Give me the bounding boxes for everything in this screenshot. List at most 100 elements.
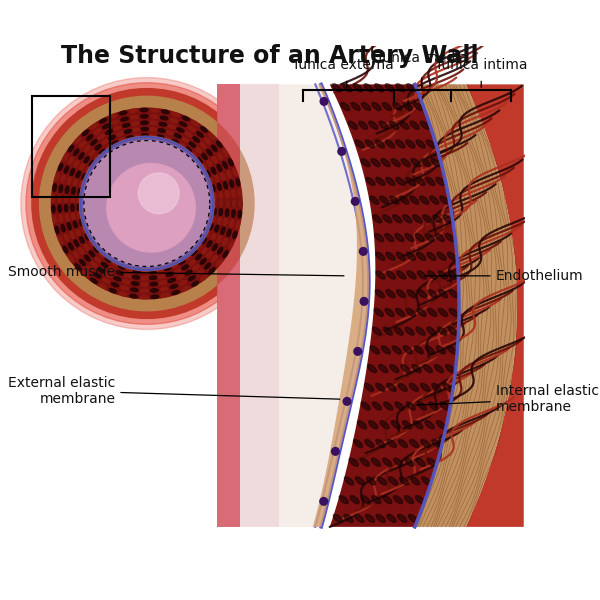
Ellipse shape (432, 383, 441, 391)
Ellipse shape (133, 134, 141, 138)
Ellipse shape (413, 215, 422, 223)
Ellipse shape (189, 260, 196, 265)
Ellipse shape (380, 421, 389, 429)
Ellipse shape (122, 124, 130, 127)
Ellipse shape (429, 402, 438, 410)
Ellipse shape (70, 232, 74, 239)
Ellipse shape (239, 200, 242, 208)
Ellipse shape (118, 138, 126, 142)
Ellipse shape (381, 346, 391, 354)
Ellipse shape (443, 215, 452, 223)
Ellipse shape (425, 233, 434, 242)
Ellipse shape (439, 290, 448, 298)
Ellipse shape (74, 240, 79, 247)
Ellipse shape (76, 229, 80, 236)
Ellipse shape (391, 158, 400, 167)
Ellipse shape (124, 130, 131, 133)
Ellipse shape (52, 205, 55, 212)
Ellipse shape (226, 209, 229, 217)
Ellipse shape (55, 173, 59, 181)
Ellipse shape (151, 109, 158, 112)
Ellipse shape (209, 177, 213, 184)
Ellipse shape (89, 160, 94, 167)
Ellipse shape (201, 275, 207, 280)
Ellipse shape (201, 127, 207, 132)
Ellipse shape (344, 477, 353, 485)
Ellipse shape (67, 223, 71, 230)
Ellipse shape (364, 84, 373, 92)
Ellipse shape (141, 270, 149, 273)
Text: External elastic
membrane: External elastic membrane (8, 376, 340, 406)
Ellipse shape (391, 421, 400, 429)
Ellipse shape (192, 121, 199, 126)
Ellipse shape (200, 259, 206, 265)
Ellipse shape (211, 184, 215, 192)
Ellipse shape (380, 196, 389, 204)
Ellipse shape (386, 252, 395, 260)
Ellipse shape (78, 211, 82, 219)
Ellipse shape (351, 103, 360, 110)
Ellipse shape (381, 158, 390, 167)
Ellipse shape (207, 241, 212, 247)
Circle shape (32, 89, 262, 319)
Ellipse shape (202, 153, 207, 160)
Ellipse shape (403, 103, 412, 110)
Ellipse shape (379, 365, 388, 373)
Ellipse shape (64, 166, 68, 173)
Ellipse shape (394, 496, 403, 504)
Ellipse shape (150, 121, 158, 125)
Ellipse shape (85, 233, 90, 241)
Circle shape (52, 108, 242, 299)
Ellipse shape (185, 147, 191, 152)
Ellipse shape (109, 136, 116, 140)
Polygon shape (217, 85, 241, 527)
Ellipse shape (206, 251, 212, 258)
Ellipse shape (406, 140, 415, 148)
Ellipse shape (59, 185, 62, 193)
Ellipse shape (416, 178, 425, 185)
Ellipse shape (205, 138, 211, 144)
Ellipse shape (427, 327, 436, 335)
Ellipse shape (334, 514, 343, 523)
Ellipse shape (140, 295, 148, 299)
Ellipse shape (440, 196, 449, 204)
Ellipse shape (403, 421, 412, 429)
Ellipse shape (188, 276, 195, 281)
Ellipse shape (80, 142, 85, 148)
Ellipse shape (220, 200, 223, 208)
Ellipse shape (212, 145, 217, 151)
Text: Tunica externa: Tunica externa (292, 58, 394, 71)
Ellipse shape (177, 275, 184, 279)
Ellipse shape (383, 215, 392, 223)
Ellipse shape (423, 365, 433, 373)
Ellipse shape (206, 149, 212, 155)
Ellipse shape (84, 157, 89, 163)
Ellipse shape (359, 121, 368, 129)
Ellipse shape (200, 143, 206, 148)
Ellipse shape (131, 122, 139, 125)
Ellipse shape (71, 196, 74, 203)
Polygon shape (466, 85, 524, 527)
Ellipse shape (185, 255, 191, 260)
Ellipse shape (121, 286, 128, 290)
Ellipse shape (370, 346, 379, 354)
Ellipse shape (349, 458, 358, 466)
Ellipse shape (386, 140, 395, 148)
Ellipse shape (412, 365, 421, 373)
Ellipse shape (401, 365, 410, 373)
Ellipse shape (218, 247, 223, 254)
Ellipse shape (85, 167, 90, 173)
Polygon shape (330, 85, 459, 527)
Ellipse shape (95, 257, 101, 263)
Ellipse shape (405, 233, 414, 242)
Ellipse shape (82, 173, 86, 181)
Ellipse shape (425, 421, 434, 429)
Ellipse shape (414, 421, 423, 429)
Ellipse shape (344, 514, 353, 523)
Circle shape (40, 97, 254, 311)
Ellipse shape (432, 439, 441, 448)
Ellipse shape (428, 271, 437, 279)
Ellipse shape (217, 236, 221, 243)
Ellipse shape (393, 215, 402, 223)
Ellipse shape (172, 139, 179, 144)
